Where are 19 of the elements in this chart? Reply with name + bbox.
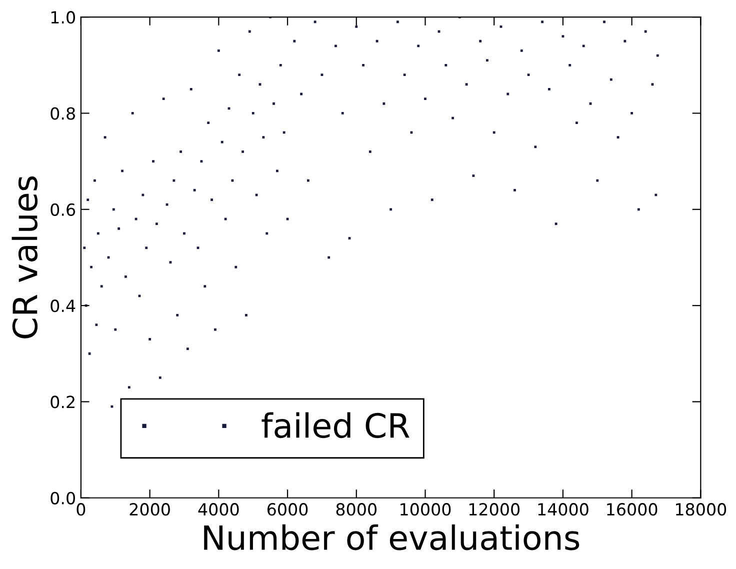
x-tick-label: 10000 <box>400 503 451 516</box>
x-tick-label: 6000 <box>267 503 308 516</box>
x-tick-label: 2000 <box>130 503 170 516</box>
x-tick-label: 8000 <box>336 503 376 516</box>
x-tick-label: 0 <box>76 503 86 516</box>
y-tick-label: 1.0 <box>51 11 75 24</box>
x-tick-label: 18000 <box>676 503 726 516</box>
x-tick-label: 16000 <box>607 503 658 516</box>
x-tick-label: 12000 <box>469 503 520 516</box>
y-tick-label: 0.6 <box>50 203 76 216</box>
y-tick-label: 0.2 <box>50 396 74 408</box>
x-axis-title: Number of evaluations <box>204 524 580 550</box>
legend-label: failed CR <box>262 412 410 438</box>
x-tick-label: 4000 <box>198 503 239 516</box>
y-tick-label: 0.8 <box>50 107 75 120</box>
x-tick-label: 14000 <box>538 503 588 516</box>
y-tick-label: 0.0 <box>50 492 75 504</box>
y-tick-label: 0.4 <box>50 300 76 312</box>
y-axis-title: CR values <box>12 176 38 338</box>
